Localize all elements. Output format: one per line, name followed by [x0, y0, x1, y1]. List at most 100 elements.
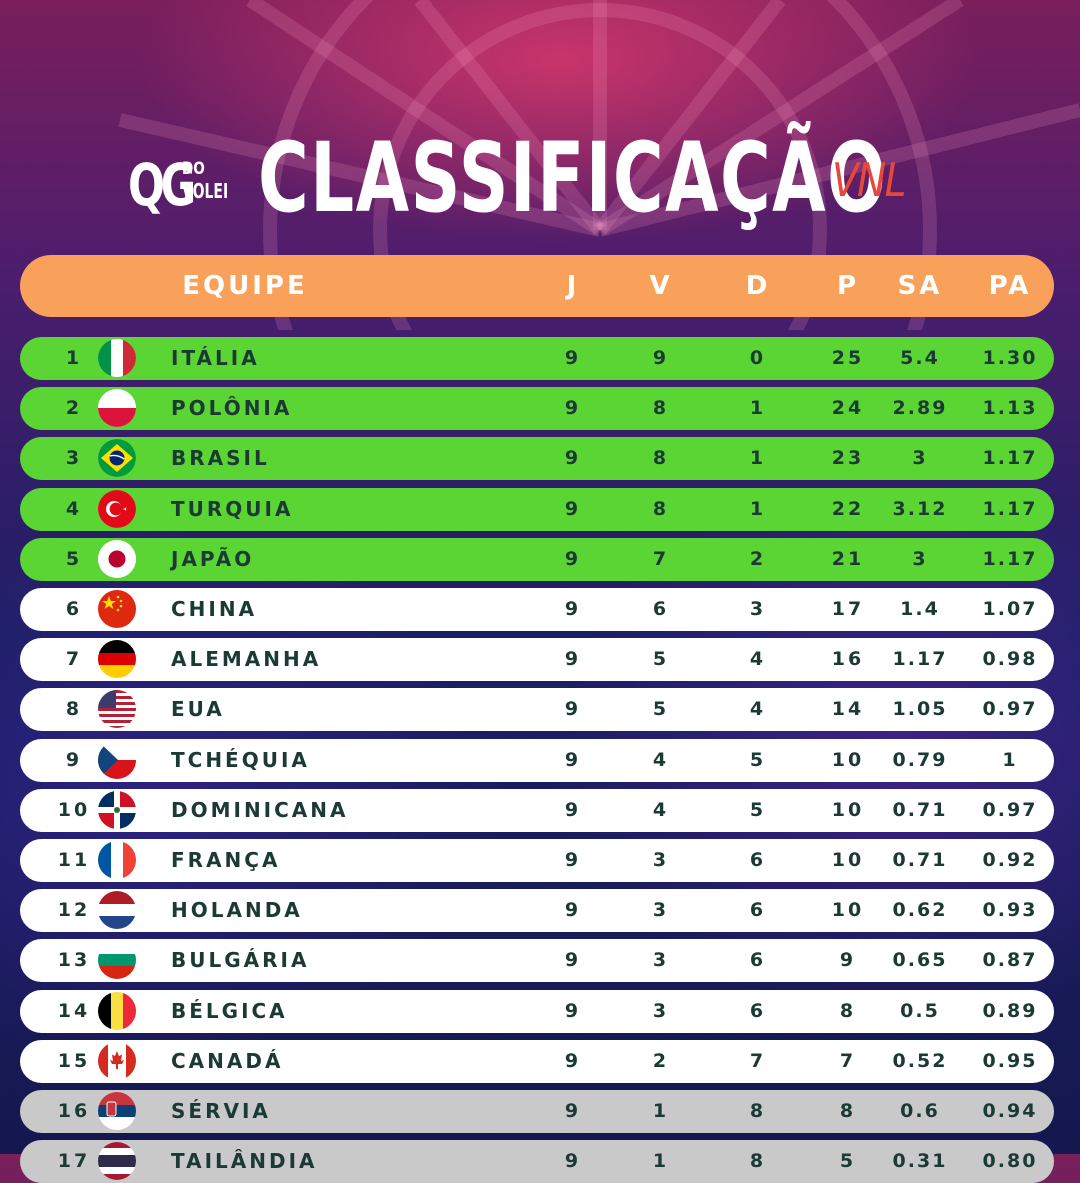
team-name-cell: CANADÁ	[171, 1049, 284, 1073]
point-average-cell: 1.17	[982, 548, 1038, 570]
rank-cell: 8	[65, 698, 83, 720]
games-cell: 9	[564, 698, 582, 720]
games-cell: 9	[564, 949, 582, 971]
games-cell: 9	[564, 849, 582, 871]
wins-cell: 3	[652, 1000, 670, 1022]
header-d: D	[745, 271, 771, 301]
points-cell: 22	[831, 498, 865, 520]
logo-do-text: DO	[182, 159, 205, 179]
games-cell: 9	[564, 347, 582, 369]
rank-cell: 9	[65, 749, 83, 771]
rank-cell: 13	[57, 949, 91, 971]
rank-cell: 1	[65, 347, 83, 369]
poland-flag-icon	[98, 389, 136, 427]
team-name-cell: CHINA	[171, 597, 258, 621]
point-average-cell: 0.95	[982, 1050, 1038, 1072]
team-name-cell: ITÁLIA	[171, 346, 260, 370]
point-average-cell: 0.97	[982, 799, 1038, 821]
losses-cell: 1	[749, 397, 767, 419]
points-cell: 21	[831, 548, 865, 570]
set-average-cell: 1.4	[900, 598, 940, 620]
wins-cell: 7	[652, 548, 670, 570]
games-cell: 9	[564, 799, 582, 821]
wins-cell: 4	[652, 749, 670, 771]
losses-cell: 6	[749, 949, 767, 971]
team-name-cell: FRANÇA	[171, 848, 281, 872]
team-name-cell: HOLANDA	[171, 898, 303, 922]
rank-cell: 6	[65, 598, 83, 620]
points-cell: 16	[831, 648, 865, 670]
losses-cell: 6	[749, 849, 767, 871]
usa-flag-icon	[98, 690, 136, 728]
table-header: EQUIPE J V D P SA PA	[20, 255, 1054, 317]
wins-cell: 4	[652, 799, 670, 821]
team-name-cell: BÉLGICA	[171, 999, 288, 1023]
qg-do-volei-logo: QG DO VOLEI	[128, 150, 238, 220]
point-average-cell: 0.80	[982, 1150, 1038, 1172]
points-cell: 23	[831, 447, 865, 469]
points-cell: 25	[831, 347, 865, 369]
rank-cell: 16	[57, 1100, 91, 1122]
games-cell: 9	[564, 899, 582, 921]
set-average-cell: 5.4	[900, 347, 940, 369]
set-average-cell: 0.5	[900, 1000, 940, 1022]
table-row: 8 EUA 9 5 4 14 1.05 0.97	[20, 688, 1054, 731]
games-cell: 9	[564, 648, 582, 670]
losses-cell: 0	[749, 347, 767, 369]
turkey-flag-icon	[98, 490, 136, 528]
table-row: 4 TURQUIA 9 8 1 22 3.12 1.17	[20, 488, 1054, 531]
point-average-cell: 1.30	[982, 347, 1038, 369]
losses-cell: 6	[749, 899, 767, 921]
set-average-cell: 1.05	[892, 698, 948, 720]
china-flag-icon	[98, 590, 136, 628]
points-cell: 24	[831, 397, 865, 419]
table-row: 6 CHINA 9 6 3 17 1.4 1.07	[20, 588, 1054, 631]
losses-cell: 8	[749, 1100, 767, 1122]
team-name-cell: POLÔNIA	[171, 396, 293, 420]
table-row: 2 POLÔNIA 9 8 1 24 2.89 1.13	[20, 387, 1054, 430]
brazil-flag-icon	[98, 439, 136, 477]
team-name-cell: SÉRVIA	[171, 1099, 271, 1123]
points-cell: 14	[831, 698, 865, 720]
games-cell: 9	[564, 1100, 582, 1122]
set-average-cell: 3.12	[892, 498, 948, 520]
rank-cell: 4	[65, 498, 83, 520]
point-average-cell: 1.07	[982, 598, 1038, 620]
point-average-cell: 0.93	[982, 899, 1038, 921]
canada-flag-icon	[98, 1042, 136, 1080]
rank-cell: 7	[65, 648, 83, 670]
table-row: 1 ITÁLIA 9 9 0 25 5.4 1.30	[20, 337, 1054, 380]
team-name-cell: BULGÁRIA	[171, 948, 310, 972]
losses-cell: 4	[749, 648, 767, 670]
table-row: 14 BÉLGICA 9 3 6 8 0.5 0.89	[20, 990, 1054, 1033]
wins-cell: 3	[652, 949, 670, 971]
wins-cell: 1	[652, 1100, 670, 1122]
table-row: 9 TCHÉQUIA 9 4 5 10 0.79 1	[20, 739, 1054, 782]
thailand-flag-icon	[98, 1142, 136, 1180]
team-name-cell: TAILÂNDIA	[171, 1149, 318, 1173]
wins-cell: 2	[652, 1050, 670, 1072]
points-cell: 8	[839, 1100, 857, 1122]
header-pa: PA	[988, 271, 1032, 301]
wins-cell: 1	[652, 1150, 670, 1172]
table-row: 15 CANADÁ 9 2 7 7 0.52 0.95	[20, 1040, 1054, 1083]
games-cell: 9	[564, 1150, 582, 1172]
points-cell: 17	[831, 598, 865, 620]
netherlands-flag-icon	[98, 891, 136, 929]
losses-cell: 1	[749, 447, 767, 469]
losses-cell: 7	[749, 1050, 767, 1072]
italy-flag-icon	[98, 339, 136, 377]
header-sa: SA	[897, 271, 943, 301]
games-cell: 9	[564, 1000, 582, 1022]
losses-cell: 5	[749, 749, 767, 771]
wins-cell: 8	[652, 498, 670, 520]
set-average-cell: 0.52	[892, 1050, 948, 1072]
losses-cell: 4	[749, 698, 767, 720]
point-average-cell: 0.98	[982, 648, 1038, 670]
points-cell: 10	[831, 849, 865, 871]
wins-cell: 8	[652, 447, 670, 469]
games-cell: 9	[564, 1050, 582, 1072]
set-average-cell: 0.79	[892, 749, 948, 771]
games-cell: 9	[564, 548, 582, 570]
team-name-cell: ALEMANHA	[171, 647, 322, 671]
